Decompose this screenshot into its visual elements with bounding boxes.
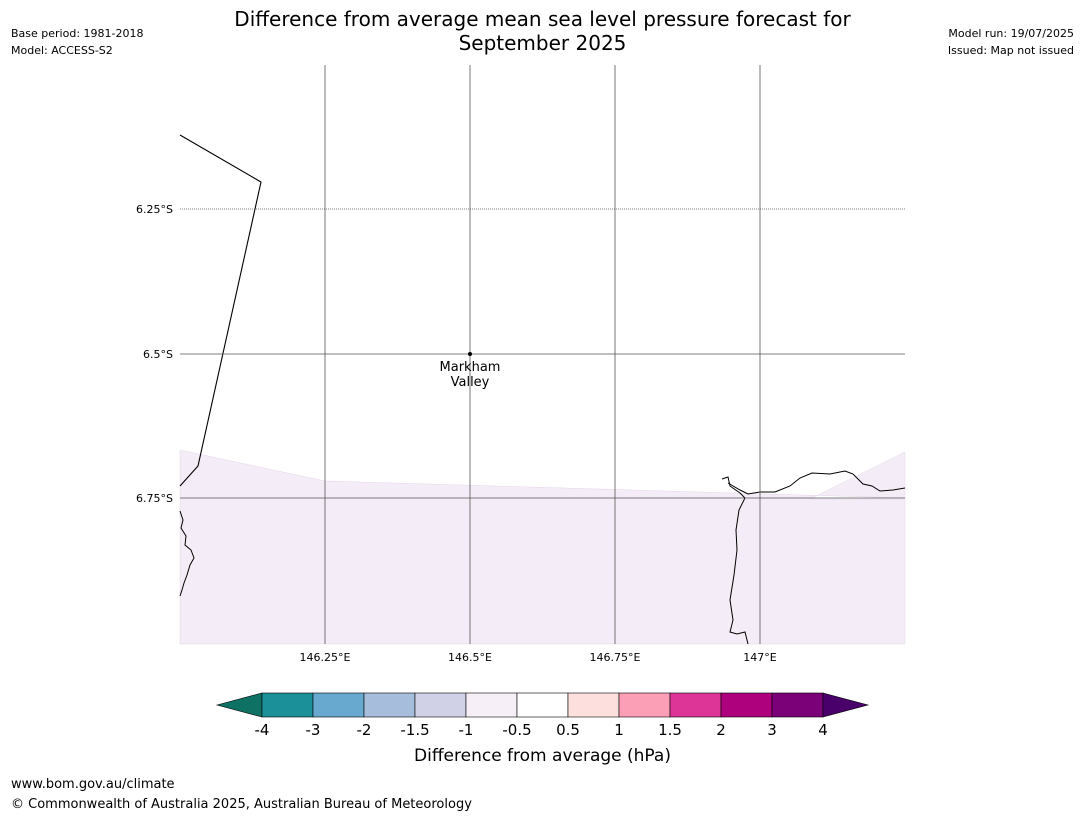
- metadata-left: Base period: 1981-2018 Model: ACCESS-S2: [11, 25, 143, 59]
- colorbar-tick: 0.5: [556, 721, 580, 739]
- colorbar-segment: [567, 692, 620, 718]
- colorbar-tick: -1.5: [400, 721, 430, 739]
- footer-url: www.bom.gov.au/climate: [11, 777, 175, 792]
- model-run: Model run: 19/07/2025: [948, 27, 1074, 40]
- place-marker: [468, 352, 472, 356]
- colorbar-tick: -3: [305, 721, 321, 739]
- base-period: Base period: 1981-2018: [11, 27, 144, 40]
- issued-status: Issued: Map not issued: [947, 44, 1074, 57]
- colorbar-segment: [414, 692, 467, 718]
- graticule: [180, 65, 905, 644]
- colorbar-segment: [465, 692, 518, 718]
- lon-label-146-75: 146.75°E: [589, 651, 641, 664]
- colorbar-tick: 1.5: [658, 721, 682, 739]
- coastline-north: [727, 470, 906, 495]
- colorbar-segment: [312, 692, 365, 718]
- anomaly-shading: [179, 449, 906, 645]
- colorbar-tick: -2: [356, 721, 372, 739]
- footer-copyright: © Commonwealth of Australia 2025, Austra…: [11, 797, 472, 812]
- colorbar-extension-high: [822, 692, 870, 718]
- colorbar-tick: -4: [254, 721, 270, 739]
- colorbar-tick: 2: [716, 721, 726, 739]
- colorbar-tick: -1: [458, 721, 474, 739]
- colorbar-extension-low: [215, 692, 263, 718]
- colorbar-segment: [720, 692, 773, 718]
- footer: www.bom.gov.au/climate © Commonwealth of…: [11, 775, 472, 815]
- title-line-1: Difference from average mean sea level p…: [234, 7, 851, 31]
- map-title: Difference from average mean sea level p…: [0, 7, 1085, 55]
- colorbar-segment: [771, 692, 824, 718]
- lat-label-6-75: 6.75°S: [136, 492, 173, 505]
- place-label-line-2: Valley: [450, 375, 490, 390]
- lon-label-146-5: 146.5°E: [448, 651, 492, 664]
- lat-label-6-5: 6.5°S: [143, 348, 173, 361]
- colorbar-label: Difference from average (hPa): [414, 746, 671, 766]
- colorbar-tick: -0.5: [502, 721, 532, 739]
- colorbar-segment: [516, 692, 569, 718]
- colorbar-segment: [669, 692, 722, 718]
- metadata-right: Model run: 19/07/2025 Issued: Map not is…: [948, 25, 1074, 59]
- coastline-east: [721, 476, 749, 645]
- border-line: [179, 134, 262, 487]
- place-label: Markham Valley: [420, 360, 520, 390]
- lon-label-146-25: 146.25°E: [299, 651, 351, 664]
- model-name: Model: ACCESS-S2: [11, 44, 113, 57]
- colorbar-segment: [261, 692, 314, 718]
- lat-label-6-25: 6.25°S: [136, 203, 173, 216]
- colorbar-tick: 1: [614, 721, 624, 739]
- title-line-2: September 2025: [458, 31, 627, 55]
- coastline-west: [179, 510, 195, 597]
- lon-label-147: 147°E: [743, 651, 777, 664]
- colorbar-segment: [363, 692, 416, 718]
- colorbar-tick: 4: [818, 721, 828, 739]
- colorbar-segment: [618, 692, 671, 718]
- colorbar-tick: 3: [767, 721, 777, 739]
- place-label-line-1: Markham: [439, 360, 501, 375]
